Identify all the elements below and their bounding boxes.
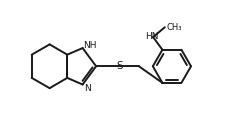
- Text: NH: NH: [83, 41, 96, 50]
- Text: N: N: [84, 84, 91, 93]
- Text: CH₃: CH₃: [166, 23, 182, 32]
- Text: S: S: [117, 61, 123, 71]
- Text: HN: HN: [145, 32, 159, 41]
